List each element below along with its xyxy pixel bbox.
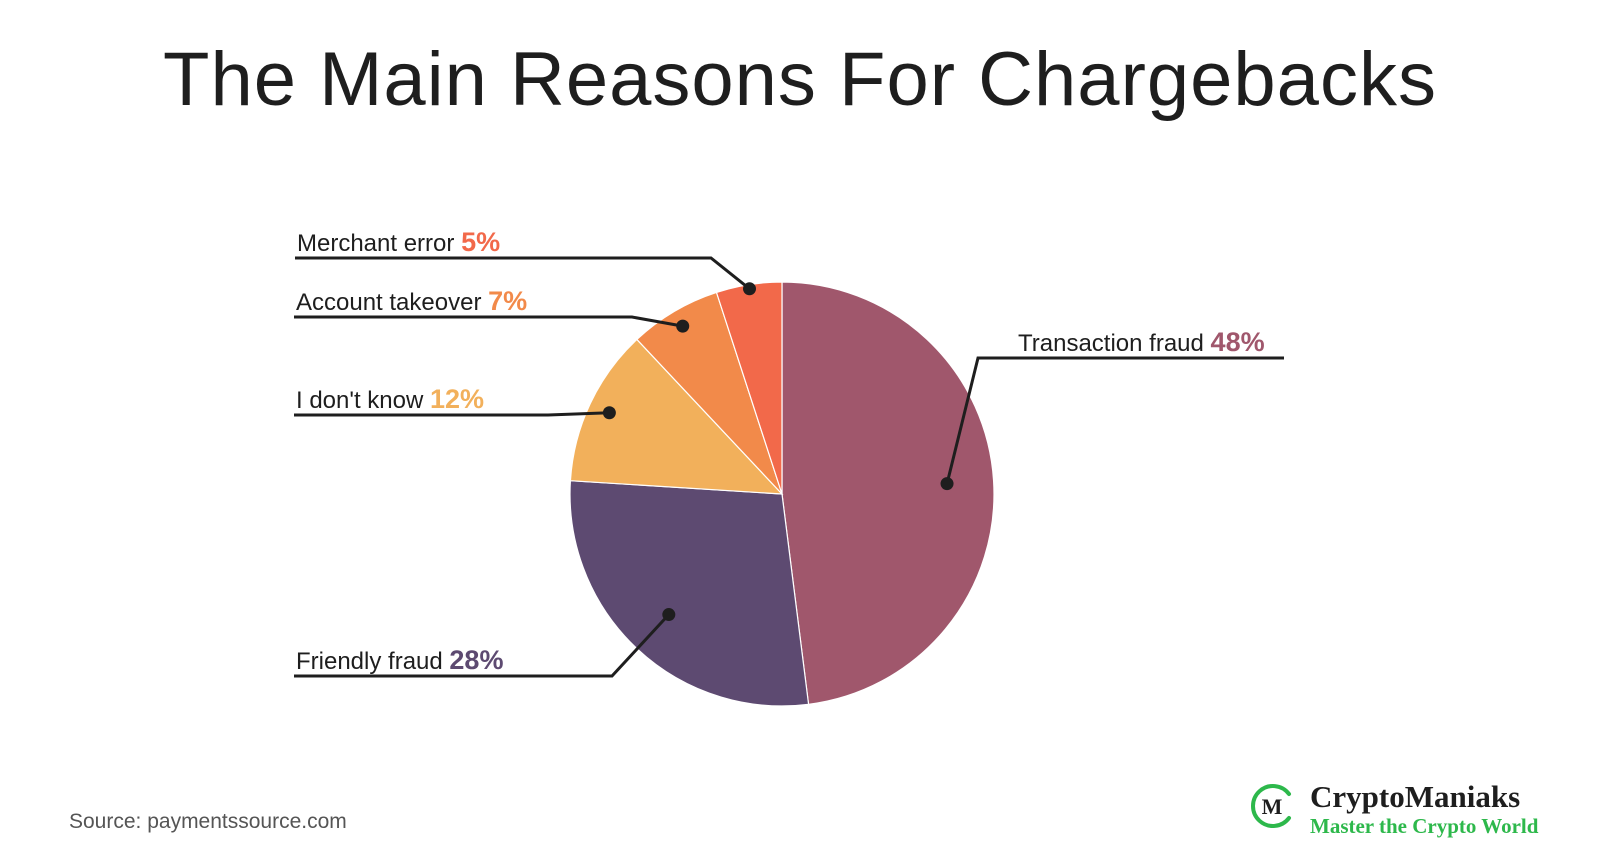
leader-dot-4 <box>676 319 690 333</box>
leader-dot-1 <box>940 477 954 491</box>
slice-label-2: Friendly fraud 28% <box>296 645 503 675</box>
leader-line-5 <box>295 256 751 290</box>
slice-labels: Transaction fraud 48% Friendly fraud 28% I… <box>294 227 1284 678</box>
leader-line-2 <box>294 613 670 678</box>
pie-slice-3 <box>569 338 784 495</box>
leader-dot-3 <box>602 406 616 420</box>
brand-tagline: Master the Crypto World <box>1310 814 1539 838</box>
leader-dot-5 <box>742 282 756 296</box>
chart-title: The Main Reasons For Chargebacks <box>163 37 1437 122</box>
cryptomaniaks-logo-icon: M <box>1251 784 1291 828</box>
leader-dot-2 <box>662 608 676 622</box>
slice-category-label: I don't know <box>296 387 430 414</box>
slice-category-label: Account takeover <box>296 289 488 316</box>
slice-label-3: I don't know 12% <box>296 384 484 414</box>
slice-label-1: Transaction fraud 48% <box>1018 327 1265 357</box>
leader-line-3 <box>294 411 610 417</box>
pie-slice-2 <box>569 480 810 707</box>
slice-percent-label: 28% <box>449 645 503 675</box>
brand-name: CryptoManiaks <box>1310 779 1521 814</box>
pie-slices <box>569 281 995 707</box>
source-note: Source: paymentssource.com <box>69 810 347 833</box>
slice-label-5: Merchant error 5% <box>297 227 500 257</box>
slice-category-label: Merchant error <box>297 230 461 257</box>
slice-category-label: Transaction fraud <box>1018 330 1211 357</box>
leader-line-4 <box>294 315 683 328</box>
slice-category-label: Friendly fraud <box>296 648 449 675</box>
slice-percent-label: 5% <box>461 227 500 257</box>
leader-line-1 <box>945 356 1284 484</box>
slice-label-4: Account takeover 7% <box>296 286 527 316</box>
slice-percent-label: 12% <box>430 384 484 414</box>
brand-logo: M CryptoManiaks Master the Crypto World <box>1248 779 1548 844</box>
slice-percent-label: 48% <box>1211 327 1265 357</box>
slice-percent-label: 7% <box>488 286 527 316</box>
pie-slice-1 <box>781 281 995 705</box>
logo-letter: M <box>1262 794 1283 819</box>
